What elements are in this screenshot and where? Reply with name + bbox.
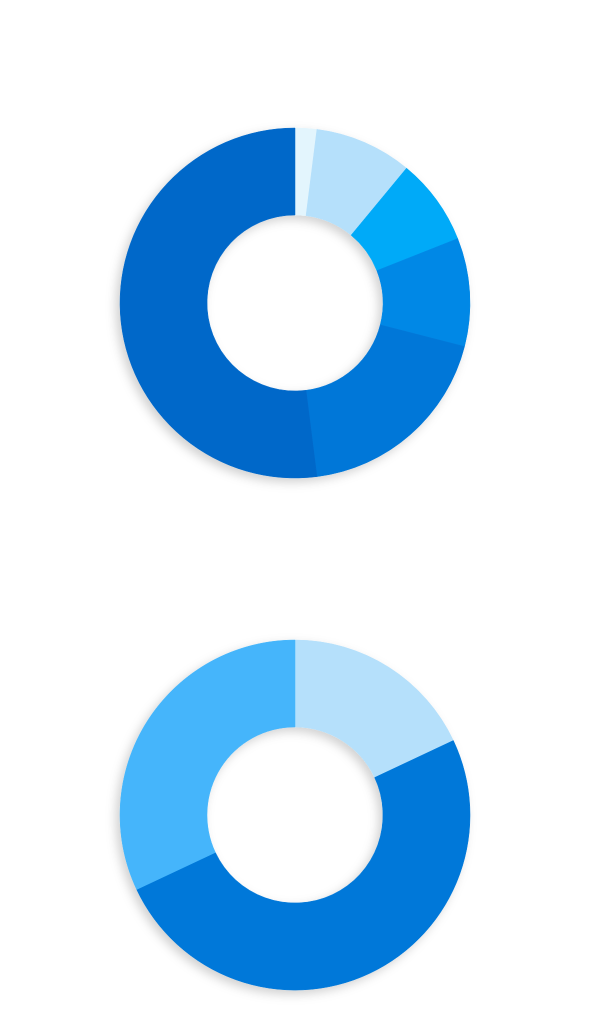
donut-segment [136, 740, 471, 991]
donut-chart [119, 639, 471, 991]
donut-segment [119, 127, 318, 479]
donut-segment [305, 324, 465, 477]
donut-chart [119, 127, 471, 479]
donut-segment [294, 639, 454, 778]
donut-segment [119, 639, 296, 890]
